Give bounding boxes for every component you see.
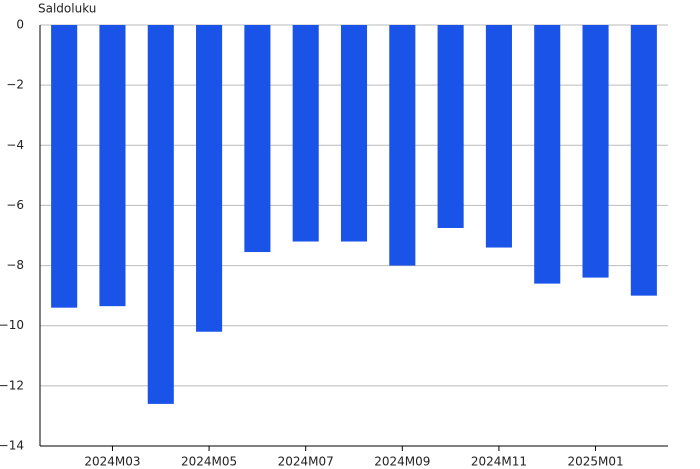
bar [196, 25, 223, 332]
x-tick-label: 2025M01 [567, 455, 623, 469]
y-tick-label: −6 [6, 198, 24, 212]
y-tick-label: −4 [6, 138, 24, 152]
bar [437, 25, 464, 228]
bar [389, 25, 416, 266]
x-tick-label: 2024M05 [181, 455, 237, 469]
bar [99, 25, 126, 307]
y-tick-label: −10 [0, 318, 24, 332]
y-tick-label: −14 [0, 439, 24, 453]
x-tick-label: 2024M09 [374, 455, 430, 469]
y-tick-label: −8 [6, 258, 24, 272]
x-tick-label: 2024M07 [278, 455, 334, 469]
x-tick-label: 2024M03 [84, 455, 140, 469]
bar [340, 25, 368, 242]
x-tick-label: 2024M11 [471, 455, 527, 469]
bar [292, 25, 319, 242]
y-tick-label: −2 [6, 78, 24, 92]
bar [534, 25, 561, 284]
bar [244, 25, 271, 253]
bar [630, 25, 657, 296]
y-axis-title: Saldoluku [38, 2, 96, 16]
y-tick-label: −12 [0, 378, 24, 392]
y-tick-label: 0 [16, 18, 24, 32]
bar [147, 25, 174, 404]
bar [485, 25, 512, 248]
bar [51, 25, 78, 308]
bar [582, 25, 609, 278]
